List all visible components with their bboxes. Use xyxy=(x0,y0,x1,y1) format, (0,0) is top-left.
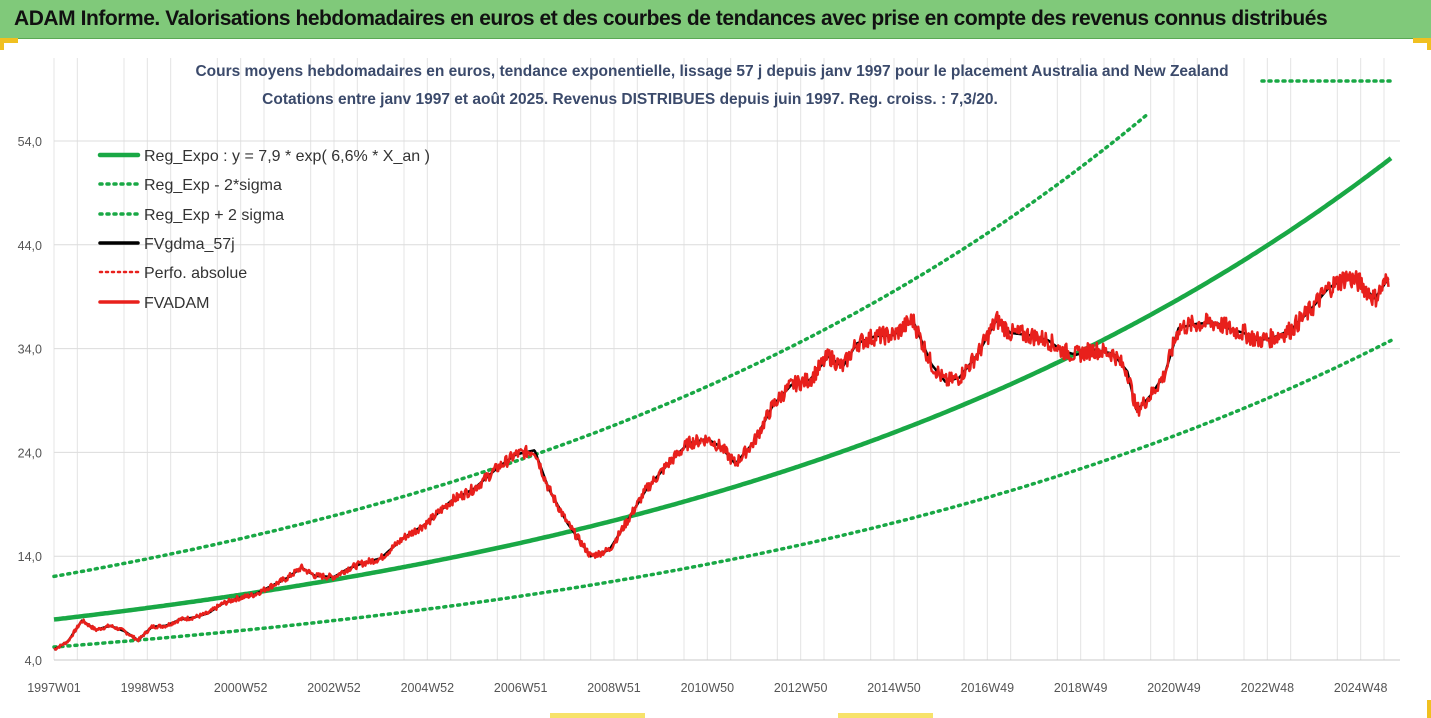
x-tick-label: 2012W50 xyxy=(774,681,828,695)
x-tick-label: 2024W48 xyxy=(1334,681,1388,695)
legend-label: Reg_Exp + 2 sigma xyxy=(144,207,284,224)
x-tick-label: 2004W52 xyxy=(401,681,455,695)
x-tick-label: 2008W51 xyxy=(587,681,641,695)
x-tick-label: 2006W51 xyxy=(494,681,548,695)
series-fvadam xyxy=(53,270,1390,651)
x-axis-ticks: 1997W01 1998W53 2000W52 2002W52 2004W52 2006W… xyxy=(27,681,1387,695)
horizontal-gridlines xyxy=(54,140,1400,557)
legend-label: FVgdma_57j xyxy=(144,236,235,253)
corner-marker-top-right xyxy=(1413,38,1431,43)
y-tick-label: 14,0 xyxy=(18,550,42,564)
series-reg-exp-minus-2sigma xyxy=(52,338,1393,649)
x-tick-label: 2016W49 xyxy=(961,681,1015,695)
x-tick-label: 1997W01 xyxy=(27,681,81,695)
y-tick-label: 24,0 xyxy=(18,446,42,460)
y-tick-label: 34,0 xyxy=(18,343,42,357)
x-tick-label: 2014W50 xyxy=(867,681,921,695)
page-title: ADAM Informe. Valorisations hebdomadaire… xyxy=(14,7,1328,30)
y-tick-label: 54,0 xyxy=(18,135,42,149)
series-reg-expo xyxy=(53,156,1393,622)
chart-subtitle-line2: Cotations entre janv 1997 et août 2025. … xyxy=(262,91,998,108)
x-tick-label: 2000W52 xyxy=(214,681,268,695)
series-reg-exp-plus-2sigma xyxy=(52,113,1148,579)
corner-marker-top-right-v xyxy=(1427,38,1431,50)
series-group xyxy=(52,79,1397,651)
corner-marker-bottom-right-v xyxy=(1427,700,1431,718)
legend: Reg_Expo : y = 7,9 * exp( 6,6% * X_an ) R… xyxy=(97,148,430,312)
x-tick-label: 2002W52 xyxy=(307,681,361,695)
chart-subtitle-line1: Cours moyens hebdomadaires en euros, ten… xyxy=(195,63,1228,80)
corner-marker-bottom-left xyxy=(550,713,645,718)
x-tick-label: 1998W53 xyxy=(121,681,175,695)
y-axis-ticks: 4,0 14,0 24,0 34,0 44,0 54,0 xyxy=(18,135,42,668)
legend-label: Reg_Expo : y = 7,9 * exp( 6,6% * X_an ) xyxy=(144,148,430,165)
x-tick-label: 2020W49 xyxy=(1147,681,1201,695)
title-bar: ADAM Informe. Valorisations hebdomadaire… xyxy=(0,0,1431,39)
legend-label: FVADAM xyxy=(144,295,209,312)
corner-marker-top-left-v xyxy=(0,38,4,50)
x-tick-label: 2010W50 xyxy=(681,681,735,695)
corner-marker-top-left xyxy=(0,38,18,43)
y-tick-label: 44,0 xyxy=(18,239,42,253)
y-tick-label: 4,0 xyxy=(25,654,42,668)
legend-label: Reg_Exp - 2*sigma xyxy=(144,177,282,194)
x-tick-label: 2022W48 xyxy=(1241,681,1295,695)
corner-marker-bottom-right xyxy=(838,713,933,718)
chart: 4,0 14,0 24,0 34,0 44,0 54,0 1997W01 1998W53 20… xyxy=(18,58,1400,695)
x-tick-label: 2018W49 xyxy=(1054,681,1108,695)
legend-label: Perfo. absolue xyxy=(144,265,247,282)
